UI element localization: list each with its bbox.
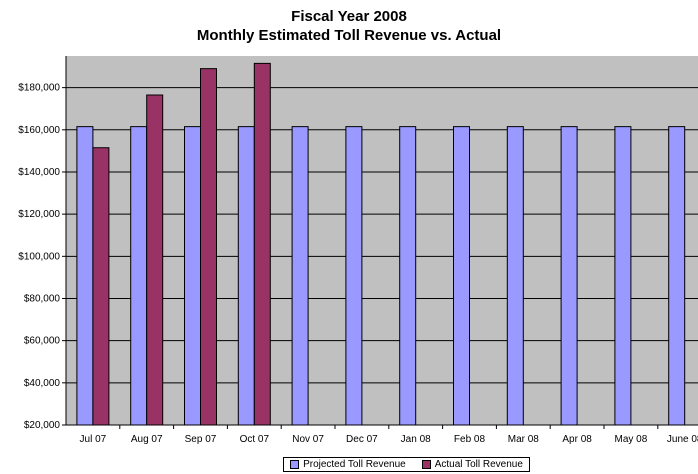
y-tick-label: $180,000 [18,83,60,94]
y-tick-label: $120,000 [18,209,60,220]
bar-projected [506,126,524,426]
bar-actual [200,68,217,426]
y-tick-label: $20,000 [24,420,61,431]
x-tick-label: Jan 08 [401,434,431,445]
bar-projected [291,126,309,426]
x-tick-label: Aug 07 [131,434,163,445]
y-tick-label: $100,000 [18,251,60,262]
chart-legend: Projected Toll Revenue Actual Toll Reven… [283,457,530,472]
x-tick-label: June 08 [667,434,698,445]
legend-label-actual: Actual Toll Revenue [434,459,523,470]
x-tick-label: Jul 07 [80,434,107,445]
x-tick-label: Oct 07 [240,434,270,445]
x-tick-label: May 08 [615,434,648,445]
x-tick-label: Apr 08 [562,434,592,445]
y-tick-label: $140,000 [18,167,60,178]
x-tick-label: Sep 07 [185,434,217,445]
legend-item-projected: Projected Toll Revenue [290,459,406,470]
bar-projected [76,126,94,426]
x-tick-label: Nov 07 [292,434,324,445]
y-tick-label: $40,000 [24,378,61,389]
plot-area [66,56,698,425]
y-tick-label: $60,000 [24,336,61,347]
bar-actual [146,94,164,426]
y-tick-label: $160,000 [18,125,60,136]
bar-projected [345,126,363,426]
bar-actual [92,147,110,426]
bar-actual [253,62,271,426]
legend-item-actual: Actual Toll Revenue [421,459,523,470]
bar-projected [130,126,148,426]
chart-title: Fiscal Year 2008 [291,8,407,25]
y-tick-label: $80,000 [24,293,61,304]
legend-swatch-actual [421,460,431,469]
bar-projected [184,126,201,426]
bar-projected [237,126,255,426]
chart-subtitle: Monthly Estimated Toll Revenue vs. Actua… [196,27,502,44]
legend-label-projected: Projected Toll Revenue [303,459,406,470]
bar-projected [668,126,686,426]
x-tick-label: Mar 08 [508,434,540,445]
bar-projected [614,126,632,426]
x-tick-label: Feb 08 [454,434,486,445]
x-tick-label: Dec 07 [346,434,378,445]
bar-chart: $20,000 $40,000 $60,000 $80,000 $100,000 $120… [18,56,698,445]
bar-projected [560,126,578,426]
legend-swatch-projected [290,460,300,469]
bar-projected [453,126,470,426]
bar-projected [399,126,417,426]
